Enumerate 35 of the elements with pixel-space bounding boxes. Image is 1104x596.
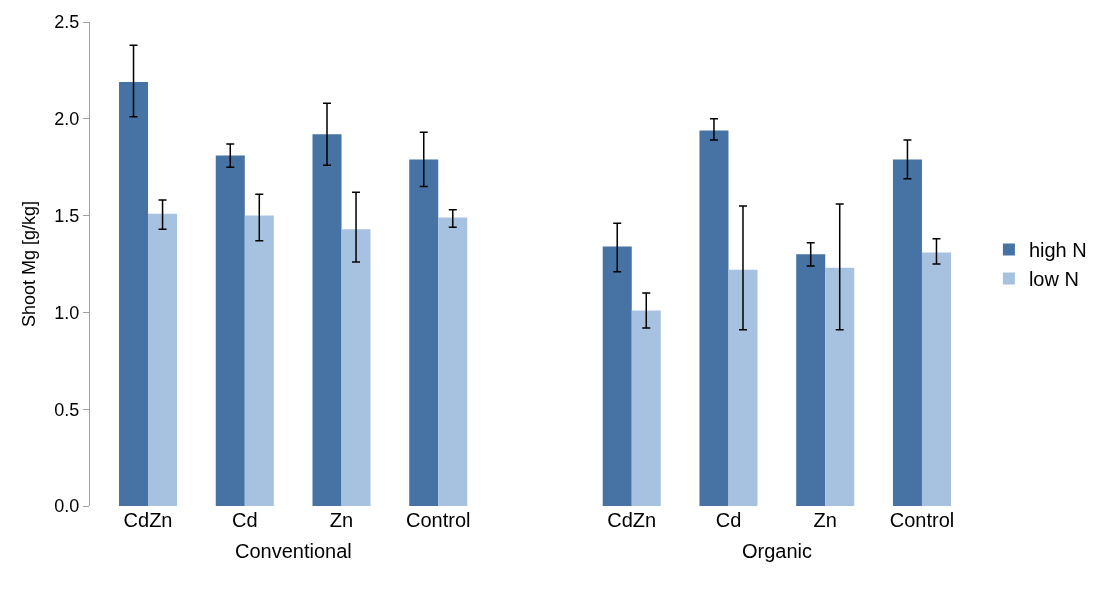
- legend-label: low N: [1028, 268, 1079, 291]
- bar: [148, 213, 178, 506]
- x-tick-label: CdZn: [607, 509, 657, 531]
- y-axis-title: Shoot Mg [g/kg]: [18, 200, 39, 328]
- bar: [409, 159, 439, 506]
- bar: [215, 155, 245, 506]
- bar: [796, 254, 826, 506]
- x-tick-label: Zn: [813, 509, 837, 531]
- bar: [631, 310, 661, 506]
- bar: [728, 269, 758, 506]
- bar: [438, 217, 468, 506]
- bar: [892, 159, 922, 506]
- bar: [341, 229, 371, 506]
- bar: [312, 134, 342, 506]
- y-tick-label: 2.5: [54, 12, 80, 33]
- text: Conventional: [235, 540, 352, 562]
- bar: [825, 267, 855, 506]
- x-tick-label: Zn: [329, 509, 354, 531]
- y-tick-label: 0.5: [54, 399, 80, 420]
- y-tick-label: 1.0: [54, 302, 80, 323]
- text: Organic: [742, 540, 813, 562]
- x-tick-label: Control: [889, 509, 955, 531]
- y-tick-label: 1.5: [54, 205, 80, 226]
- bar: [119, 82, 149, 506]
- bar: [602, 246, 632, 506]
- bar: [699, 130, 729, 506]
- x-tick-label: Cd: [715, 509, 742, 531]
- y-tick-label: 2.0: [54, 109, 80, 130]
- y-tick-label: 0.0: [54, 496, 80, 517]
- x-tick-label: CdZn: [123, 509, 173, 531]
- bar: [244, 215, 274, 506]
- x-tick-label: Control: [406, 509, 471, 531]
- legend-label: high N: [1028, 239, 1087, 262]
- bar: [921, 252, 951, 506]
- x-tick-label: Cd: [231, 509, 258, 531]
